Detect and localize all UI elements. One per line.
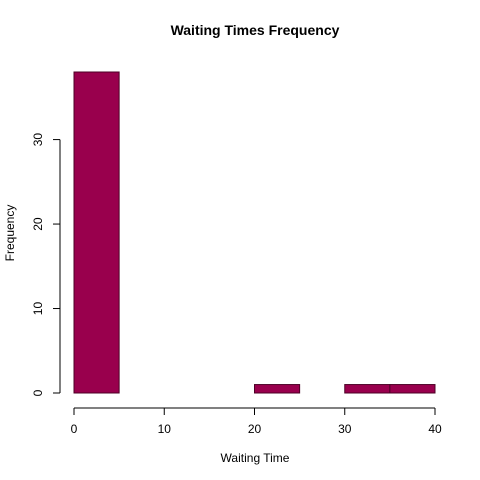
x-tick-label: 20 (248, 422, 262, 436)
histogram-bar (389, 384, 436, 394)
x-tick-label: 10 (158, 422, 172, 436)
x-axis-label: Waiting Time (221, 451, 290, 465)
histogram-bars (73, 71, 436, 394)
y-axis-label: Frequency (3, 205, 17, 262)
y-tick-label: 10 (31, 302, 45, 316)
y-tick-label: 20 (31, 217, 45, 231)
y-tick-label: 0 (31, 389, 45, 396)
x-axis-ticks: 0 10 20 30 40 (71, 408, 442, 436)
histogram-bar (73, 71, 120, 394)
x-tick-label: 40 (428, 422, 442, 436)
histogram-bar (254, 384, 301, 394)
histogram-bar (344, 384, 391, 394)
chart-title: Waiting Times Frequency (171, 22, 340, 38)
x-tick-label: 30 (338, 422, 352, 436)
x-tick-label: 0 (71, 422, 78, 436)
y-tick-label: 30 (31, 133, 45, 147)
y-axis-ticks: 0 10 20 30 (31, 133, 60, 396)
